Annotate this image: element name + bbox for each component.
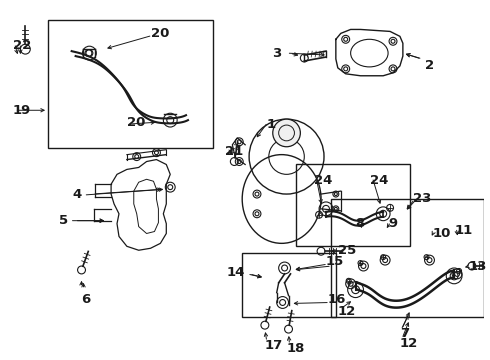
Text: 20: 20: [150, 27, 169, 40]
Bar: [296, 165, 410, 246]
Text: 5: 5: [59, 214, 68, 227]
Text: 8: 8: [356, 217, 365, 230]
Text: 1: 1: [267, 118, 276, 131]
Text: 12: 12: [338, 305, 356, 319]
Text: 11: 11: [454, 224, 472, 237]
Text: 10: 10: [433, 226, 451, 240]
Bar: [331, 199, 484, 317]
Text: 3: 3: [272, 46, 282, 60]
Text: 14: 14: [227, 266, 245, 279]
Text: 7: 7: [400, 327, 409, 340]
Bar: [48, 19, 213, 148]
Text: 9: 9: [388, 217, 397, 230]
Text: 20: 20: [127, 116, 145, 129]
Text: 13: 13: [469, 260, 487, 273]
Text: 19: 19: [13, 104, 31, 117]
Text: 18: 18: [287, 342, 305, 355]
Text: 23: 23: [413, 193, 431, 206]
Text: 4: 4: [72, 188, 81, 201]
Text: 16: 16: [328, 293, 346, 306]
Text: 2: 2: [424, 59, 434, 72]
Text: 22: 22: [13, 39, 31, 52]
Text: 17: 17: [265, 339, 283, 352]
Text: 12: 12: [400, 337, 418, 350]
Text: 25: 25: [338, 244, 356, 257]
Bar: [242, 253, 336, 317]
Text: 15: 15: [326, 255, 344, 267]
Text: 6: 6: [81, 293, 91, 306]
Text: 24: 24: [314, 174, 333, 187]
Circle shape: [273, 119, 300, 147]
Text: 21: 21: [225, 145, 244, 158]
Text: 24: 24: [370, 174, 389, 187]
